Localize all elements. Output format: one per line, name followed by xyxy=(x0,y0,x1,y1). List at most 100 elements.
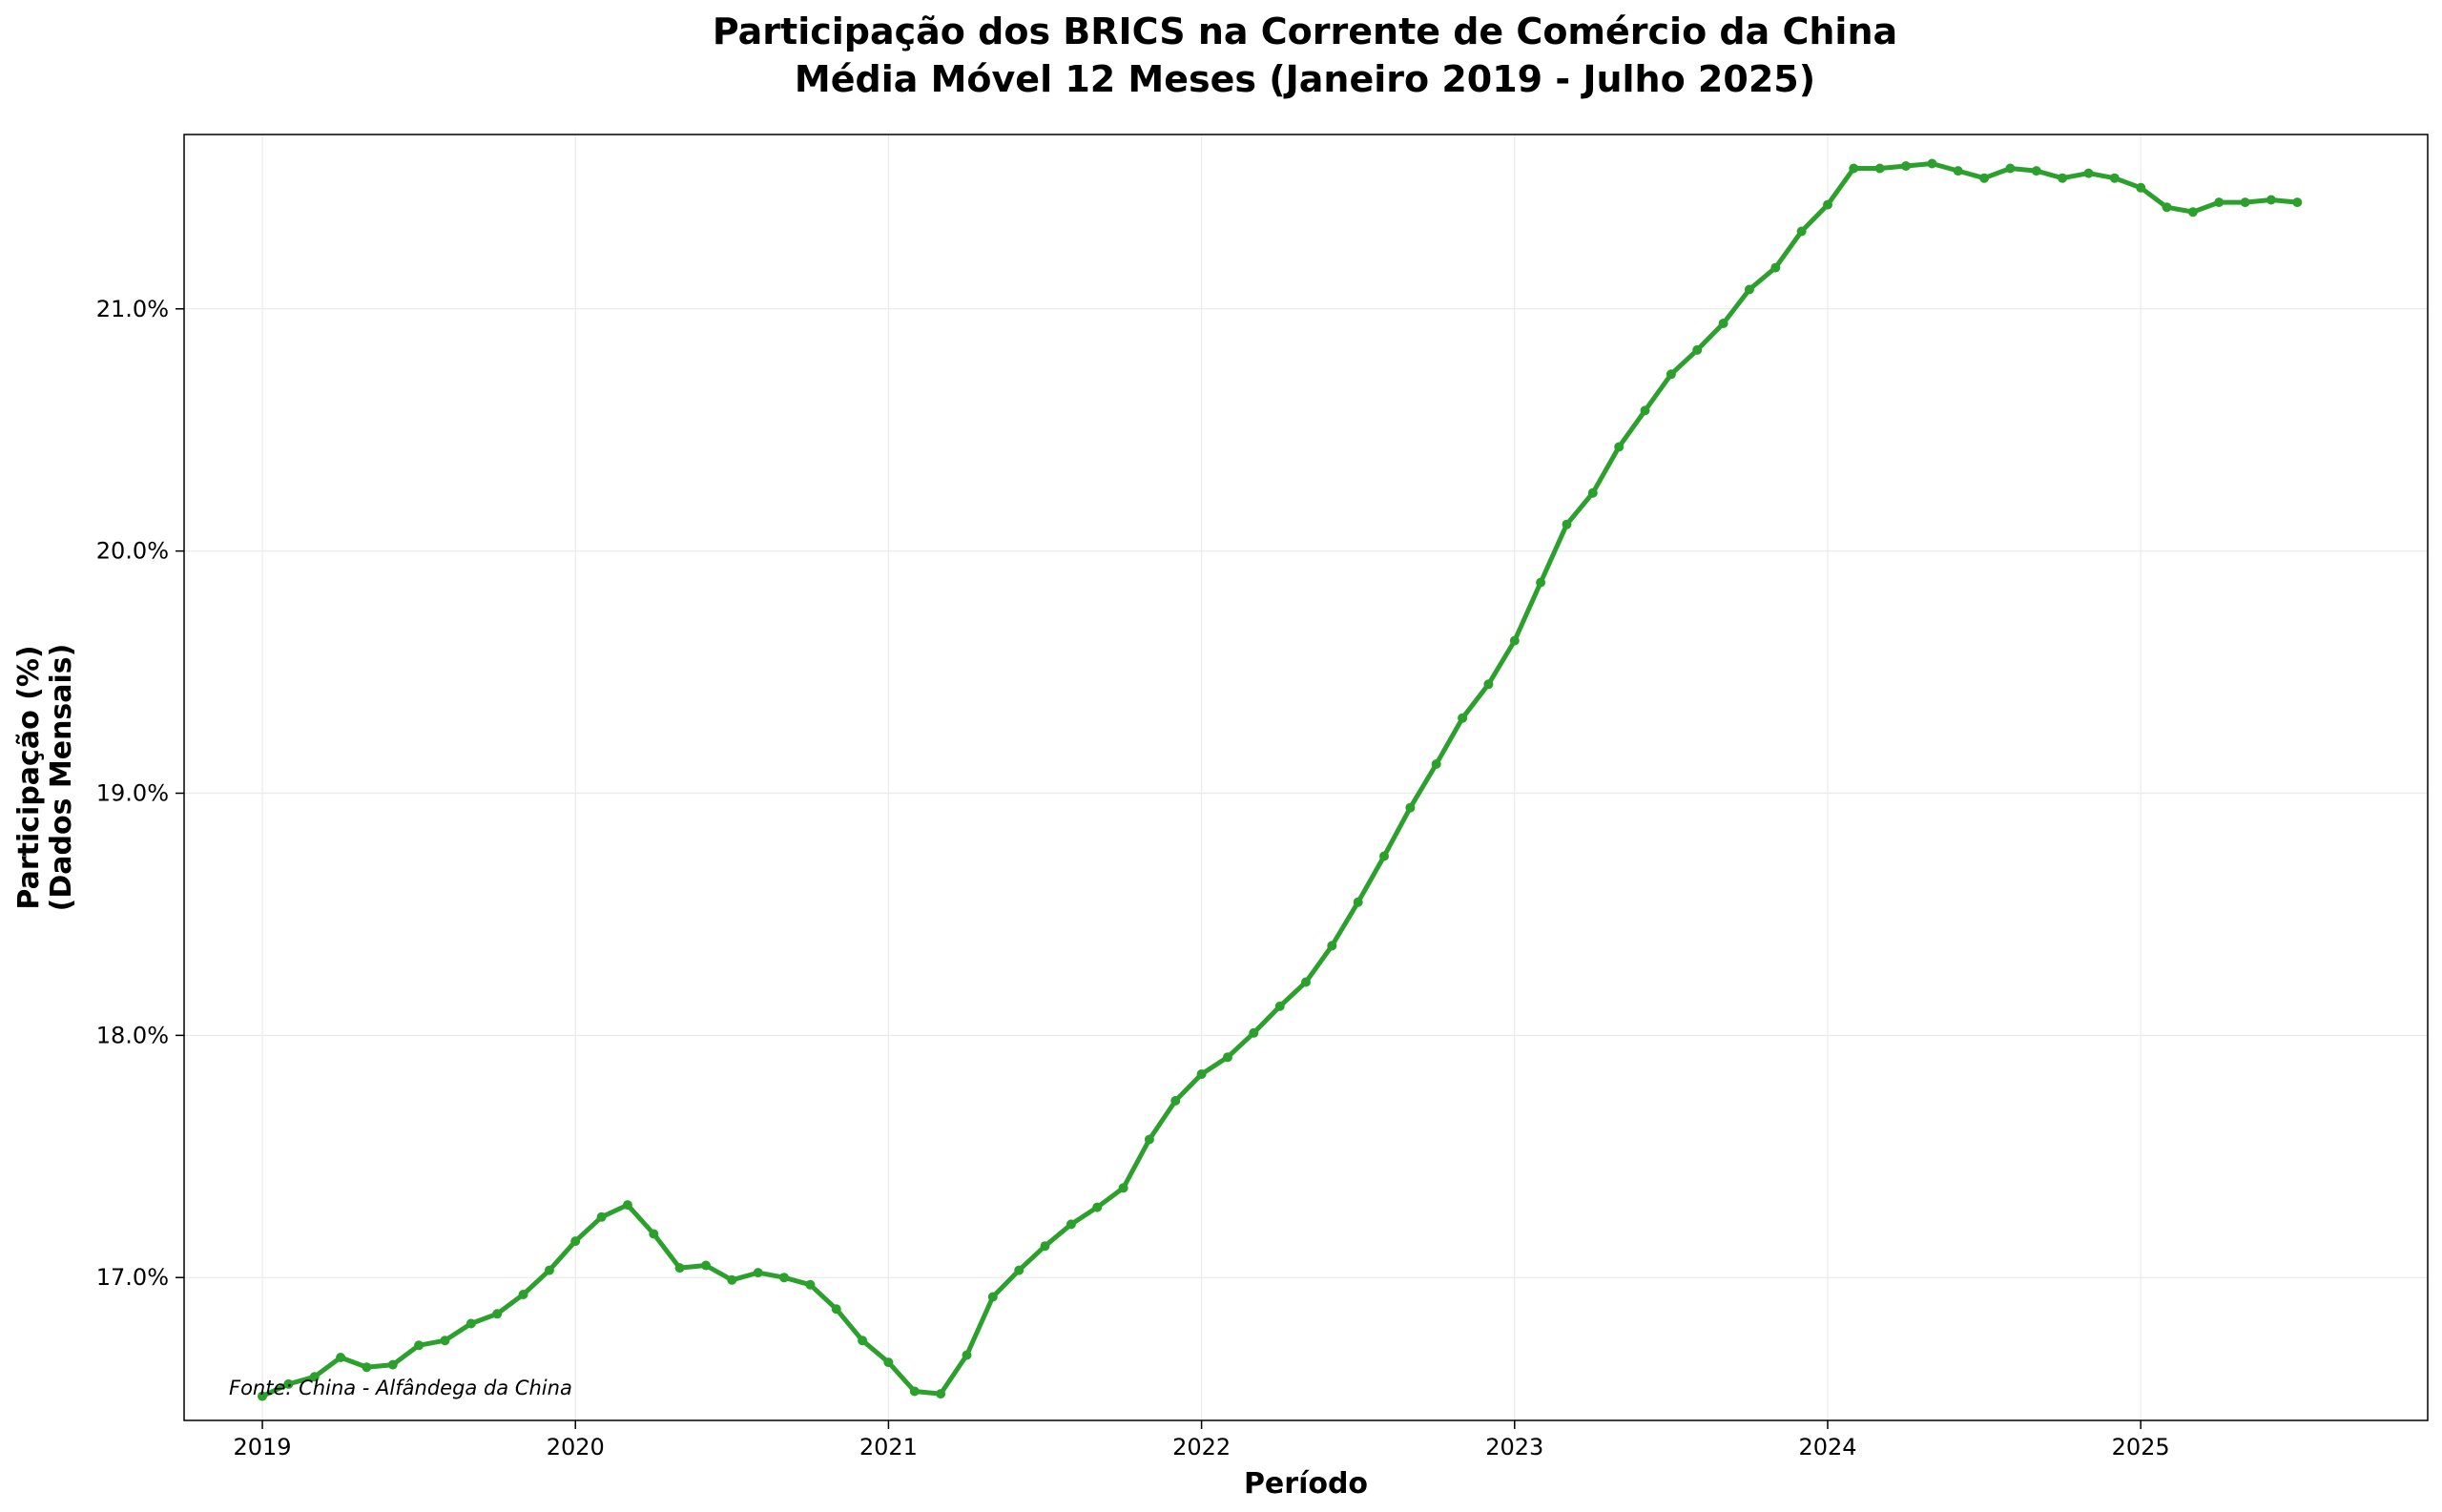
data-point xyxy=(2031,166,2041,176)
data-point xyxy=(596,1212,607,1222)
data-point xyxy=(2109,173,2120,183)
data-point xyxy=(1144,1134,1154,1145)
chart-title: Participação dos BRICS na Corrente de Co… xyxy=(713,10,1897,52)
data-point xyxy=(1744,284,1754,295)
data-point xyxy=(1587,487,1598,498)
data-point xyxy=(2266,195,2276,205)
data-point xyxy=(518,1290,528,1299)
data-point xyxy=(466,1318,476,1329)
data-point xyxy=(283,1378,294,1389)
source-note: Fonte: China - Alfândega da China xyxy=(229,1377,572,1399)
data-point xyxy=(1796,226,1807,237)
y-axis-label: Participação (%) (Dados Mensais) xyxy=(12,644,78,912)
y-tick-label: 17.0% xyxy=(96,1264,169,1291)
data-point xyxy=(1979,173,1990,183)
data-point xyxy=(1874,163,1885,174)
data-point xyxy=(1196,1069,1207,1079)
data-point xyxy=(936,1389,946,1399)
data-point xyxy=(1849,163,1859,174)
chart-subtitle: Média Móvel 12 Meses (Janeiro 2019 - Jul… xyxy=(795,58,1815,100)
data-point xyxy=(2162,202,2172,213)
data-point xyxy=(544,1265,554,1275)
data-point xyxy=(2240,197,2250,208)
data-point xyxy=(2005,163,2016,174)
y-axis-label-line1: Participação (%) xyxy=(12,645,46,909)
x-tick-label: 2022 xyxy=(1172,1434,1231,1460)
grid xyxy=(184,135,2428,1420)
data-point xyxy=(1536,577,1546,588)
data-point xyxy=(414,1340,424,1351)
data-point xyxy=(753,1268,763,1278)
y-tick-label: 18.0% xyxy=(96,1022,169,1048)
y-tick-label: 19.0% xyxy=(96,780,169,807)
data-point xyxy=(1458,713,1468,723)
x-axis-label: Período xyxy=(1244,1467,1368,1501)
data-point xyxy=(2214,197,2225,208)
data-point xyxy=(1327,941,1337,951)
data-point xyxy=(1509,635,1520,646)
data-point xyxy=(309,1372,320,1382)
data-point xyxy=(1223,1052,1232,1063)
axis-ticks: 2019 2020 2021 2022 2023 2024 2025 17.0% 18.0% 19… xyxy=(96,296,2170,1460)
data-point xyxy=(1066,1219,1076,1230)
data-point xyxy=(2083,168,2094,178)
y-tick-label: 21.0% xyxy=(96,296,169,322)
data-point xyxy=(1666,369,1676,380)
data-point xyxy=(1562,519,1572,529)
data-point xyxy=(1431,759,1441,769)
data-point xyxy=(779,1273,789,1283)
x-tick-label: 2025 xyxy=(2112,1434,2170,1460)
data-point xyxy=(1483,679,1494,690)
data-point xyxy=(1379,851,1389,861)
data-point xyxy=(1718,319,1728,328)
data-point xyxy=(1301,977,1311,987)
data-point xyxy=(1092,1202,1103,1212)
x-tick-label: 2019 xyxy=(234,1434,292,1460)
data-point xyxy=(622,1200,632,1211)
data-point xyxy=(962,1350,972,1360)
y-tick-label: 20.0% xyxy=(96,538,169,565)
data-point xyxy=(2187,207,2198,217)
data-point xyxy=(2136,182,2146,193)
data-point xyxy=(883,1357,894,1368)
data-point xyxy=(1118,1183,1128,1193)
data-point xyxy=(570,1236,581,1247)
data-point xyxy=(858,1336,868,1346)
series-group xyxy=(258,158,2303,1401)
data-point xyxy=(1692,344,1703,355)
data-point xyxy=(727,1274,737,1285)
data-point xyxy=(1405,802,1416,813)
data-point xyxy=(336,1353,346,1362)
data-point xyxy=(2058,173,2068,183)
data-point xyxy=(1040,1241,1050,1252)
data-point xyxy=(2292,197,2303,208)
data-point xyxy=(674,1263,685,1274)
data-point xyxy=(831,1304,841,1315)
data-point xyxy=(987,1292,998,1302)
y-axis-label-line2: (Dados Mensais) xyxy=(45,644,78,912)
data-point xyxy=(440,1336,450,1346)
data-point xyxy=(1274,1001,1285,1011)
x-tick-label: 2024 xyxy=(1798,1434,1856,1460)
x-tick-label: 2021 xyxy=(859,1434,918,1460)
data-point xyxy=(362,1362,372,1373)
data-point xyxy=(387,1359,398,1370)
data-point xyxy=(1823,199,1832,210)
data-point xyxy=(701,1260,711,1271)
data-point xyxy=(1249,1027,1259,1038)
data-point xyxy=(1014,1265,1024,1275)
data-point xyxy=(1901,161,1911,171)
data-point xyxy=(258,1391,267,1401)
data-point xyxy=(1640,405,1650,416)
data-point xyxy=(909,1386,920,1397)
data-point xyxy=(805,1279,816,1290)
data-point xyxy=(1770,262,1781,273)
data-point xyxy=(1170,1095,1181,1106)
data-point xyxy=(649,1229,659,1239)
x-tick-label: 2020 xyxy=(547,1434,605,1460)
plot-frame xyxy=(183,134,2429,1421)
x-tick-label: 2023 xyxy=(1485,1434,1543,1460)
data-point xyxy=(492,1309,503,1319)
